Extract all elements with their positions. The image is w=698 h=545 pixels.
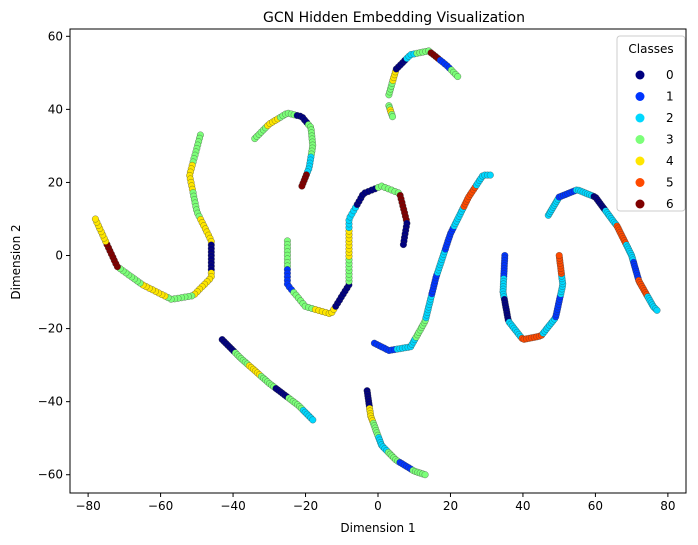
- points-layer: [91, 47, 661, 479]
- legend-marker: [635, 135, 645, 144]
- data-point: [653, 306, 661, 314]
- legend-title: Classes: [628, 42, 673, 56]
- legend-marker: [635, 156, 645, 166]
- y-tick-label: −40: [38, 395, 63, 409]
- data-point: [91, 215, 99, 223]
- legend-label: 2: [666, 111, 674, 125]
- y-axis-label: Dimension 2: [9, 224, 23, 299]
- x-tick-label: 40: [515, 499, 530, 513]
- y-tick-label: 0: [55, 249, 63, 263]
- legend-marker: [635, 92, 645, 101]
- legend-label: 1: [666, 90, 674, 104]
- legend-label: 6: [666, 197, 674, 211]
- y-tick-label: 20: [48, 175, 63, 189]
- data-point: [421, 471, 429, 479]
- x-tick-label: 20: [443, 499, 458, 513]
- legend-marker: [635, 178, 645, 187]
- data-point: [389, 113, 396, 121]
- legend-entries: 0 1 2 3 4 5 6: [635, 68, 674, 211]
- data-point: [454, 73, 462, 80]
- legend-label: 3: [666, 133, 674, 147]
- plot-frame: [69, 28, 687, 494]
- x-axis: −80 −60 −40 −20 0 20 40 60 80: [75, 493, 676, 513]
- y-tick-label: 40: [48, 102, 63, 116]
- data-point: [298, 182, 306, 190]
- x-tick-label: −60: [148, 499, 173, 513]
- legend: Classes 0 1 2 3 4 5 6: [616, 35, 686, 212]
- data-point: [486, 171, 494, 179]
- x-tick-label: 0: [374, 499, 382, 513]
- legend-marker: [635, 199, 645, 209]
- x-tick-label: 60: [588, 499, 603, 513]
- data-point: [399, 241, 407, 249]
- x-tick-label: −20: [293, 499, 318, 513]
- x-tick-label: −40: [220, 499, 245, 513]
- chart-title: GCN Hidden Embedding Visualization: [263, 10, 525, 26]
- legend-label: 4: [666, 154, 674, 168]
- legend-label: 5: [666, 176, 674, 190]
- y-axis: −60 −40 −20 0 20 40 60: [38, 29, 70, 482]
- x-tick-label: −80: [75, 499, 100, 513]
- legend-marker: [635, 113, 645, 123]
- y-tick-label: −20: [38, 322, 63, 336]
- data-point: [309, 416, 317, 424]
- x-axis-label: Dimension 1: [340, 521, 415, 535]
- y-tick-label: 60: [48, 29, 63, 43]
- legend-box: [616, 35, 686, 212]
- legend-label: 0: [666, 68, 674, 82]
- legend-marker: [635, 70, 645, 80]
- x-tick-label: 80: [660, 499, 675, 513]
- y-tick-label: −60: [38, 468, 63, 482]
- data-point: [555, 252, 563, 259]
